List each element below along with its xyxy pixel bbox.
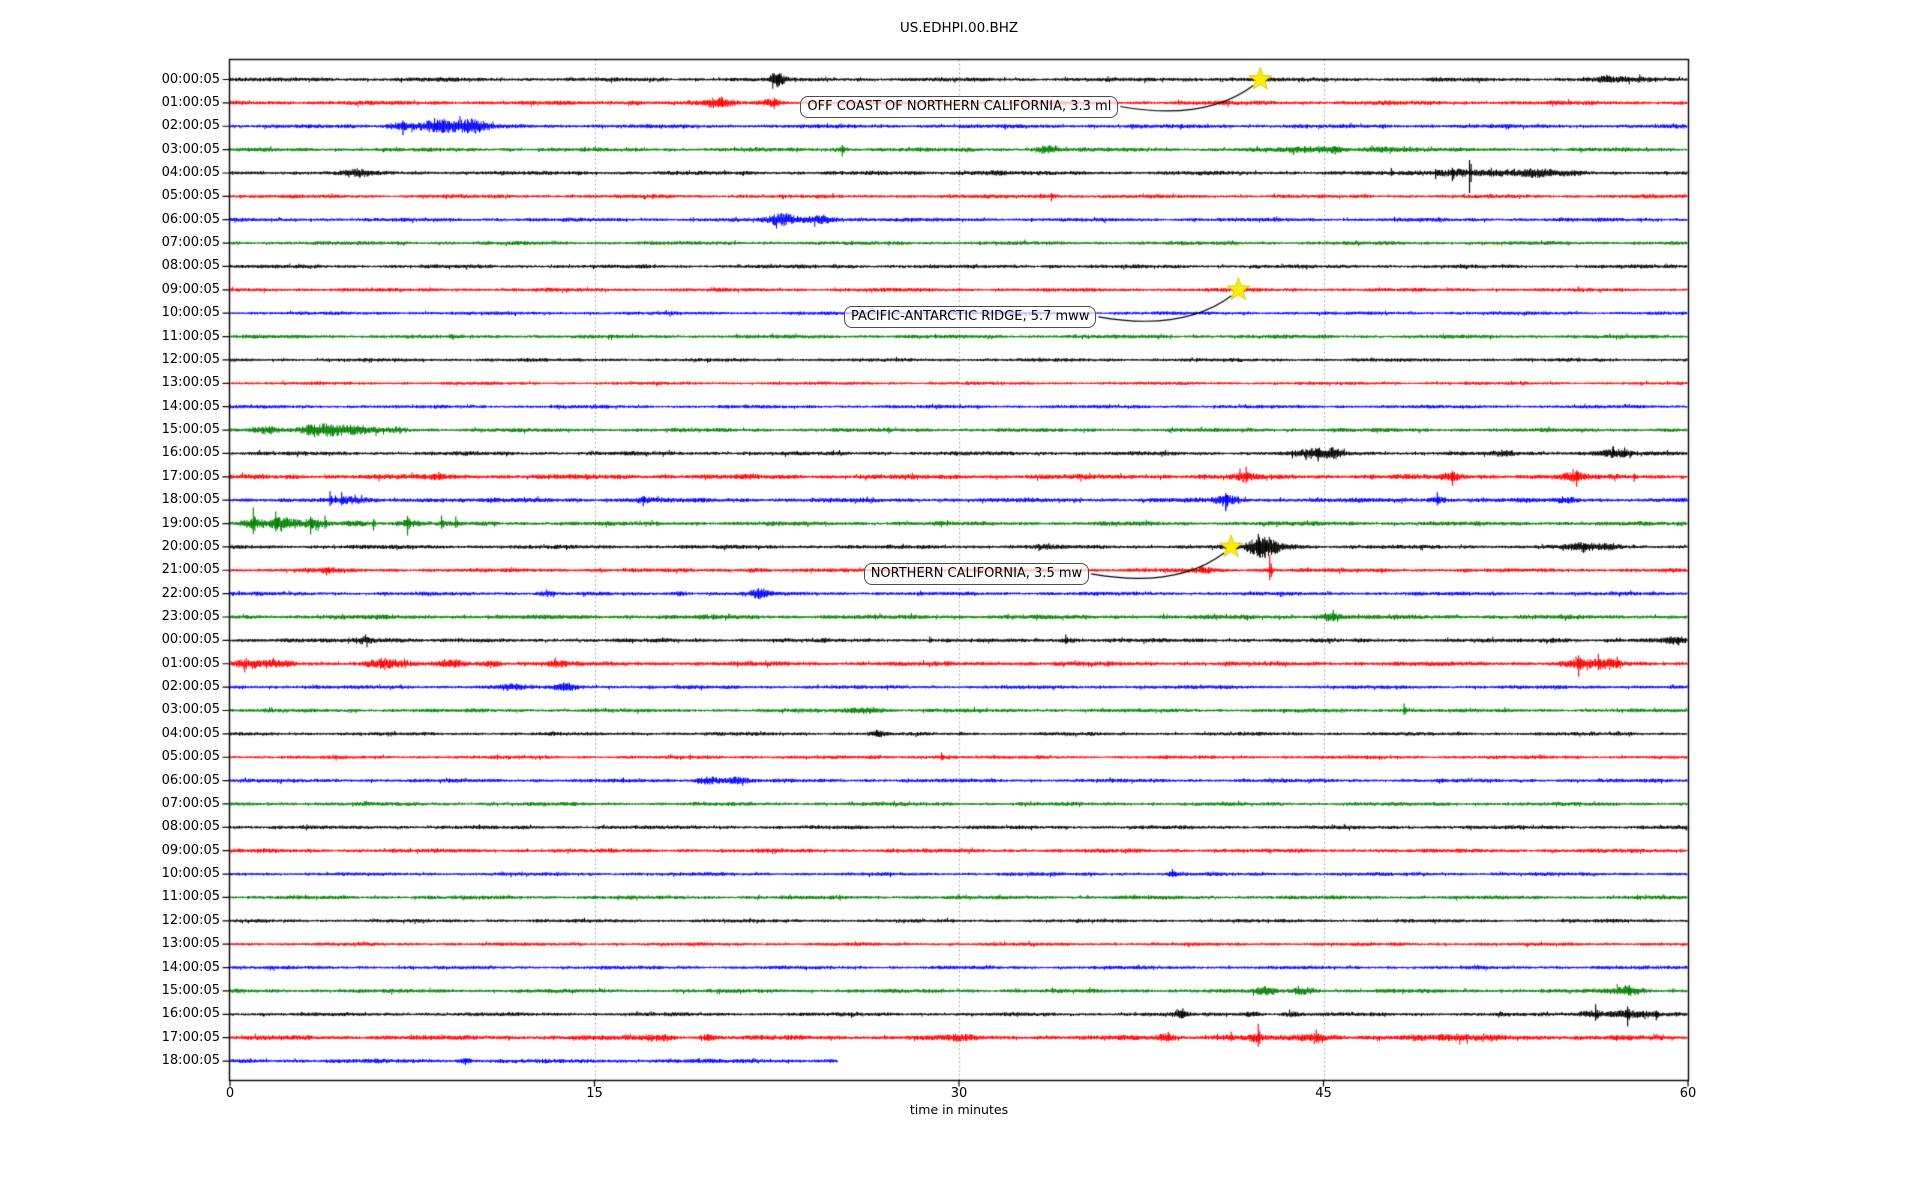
y-tick-label: 09:00:05 bbox=[161, 842, 220, 858]
y-tick-label: 07:00:05 bbox=[161, 795, 220, 811]
y-tick-label: 12:00:05 bbox=[161, 351, 220, 367]
y-tick-label: 13:00:05 bbox=[161, 936, 220, 952]
y-tick-label: 06:00:05 bbox=[161, 211, 220, 227]
y-tick-label: 20:00:05 bbox=[161, 538, 220, 554]
y-tick-label: 02:00:05 bbox=[161, 118, 220, 134]
y-tick-label: 04:00:05 bbox=[161, 164, 220, 180]
y-tick-label: 08:00:05 bbox=[161, 258, 220, 274]
y-tick-label: 00:00:05 bbox=[161, 632, 220, 648]
y-tick-label: 10:00:05 bbox=[161, 866, 220, 882]
y-tick-label: 13:00:05 bbox=[161, 375, 220, 391]
y-tick-label: 21:00:05 bbox=[161, 562, 220, 578]
event-annotation-pacific-antarctic-ridge: PACIFIC-ANTARCTIC RIDGE, 5.7 mww bbox=[844, 305, 1097, 328]
x-tick-label: 15 bbox=[586, 1086, 603, 1101]
y-tick-label: 11:00:05 bbox=[161, 328, 220, 344]
x-tick-label: 0 bbox=[225, 1086, 235, 1101]
y-tick-label: 10:00:05 bbox=[161, 305, 220, 321]
plot-title: US.EDHPI.00.BHZ bbox=[899, 20, 1019, 36]
y-tick-label: 19:00:05 bbox=[161, 515, 220, 531]
y-tick-label: 16:00:05 bbox=[161, 1006, 220, 1022]
y-tick-label: 22:00:05 bbox=[161, 585, 220, 601]
y-tick-label: 01:00:05 bbox=[161, 94, 220, 110]
y-tick-label: 05:00:05 bbox=[161, 749, 220, 765]
event-annotation-northern-california: NORTHERN CALIFORNIA, 3.5 mw bbox=[863, 562, 1090, 585]
y-tick-label: 23:00:05 bbox=[161, 609, 220, 624]
y-tick-label: 11:00:05 bbox=[161, 889, 220, 905]
y-tick-label: 05:00:05 bbox=[161, 188, 220, 204]
x-tick-label: 45 bbox=[1315, 1086, 1332, 1101]
y-tick-label: 15:00:05 bbox=[161, 422, 220, 438]
y-tick-label: 04:00:05 bbox=[161, 725, 220, 741]
y-tick-label: 18:00:05 bbox=[161, 1053, 220, 1069]
y-tick-label: 03:00:05 bbox=[161, 141, 220, 157]
y-tick-label: 15:00:05 bbox=[161, 982, 220, 998]
x-axis-label: time in minutes bbox=[909, 1102, 1009, 1117]
y-tick-label: 14:00:05 bbox=[161, 398, 220, 414]
y-tick-label: 02:00:05 bbox=[161, 679, 220, 695]
y-tick-label: 03:00:05 bbox=[161, 702, 220, 718]
x-tick-label: 30 bbox=[950, 1086, 968, 1101]
y-tick-label: 06:00:05 bbox=[161, 772, 220, 788]
y-tick-label: 08:00:05 bbox=[161, 819, 220, 835]
y-tick-label: 09:00:05 bbox=[161, 281, 220, 297]
y-tick-label: 00:00:05 bbox=[161, 71, 220, 87]
y-tick-label: 18:00:05 bbox=[161, 492, 220, 508]
y-tick-label: 12:00:05 bbox=[161, 912, 220, 928]
y-tick-label: 17:00:05 bbox=[161, 468, 220, 484]
y-tick-label: 07:00:05 bbox=[161, 235, 220, 251]
y-tick-label: 17:00:05 bbox=[161, 1029, 220, 1045]
y-tick-label: 16:00:05 bbox=[161, 445, 220, 461]
y-tick-label: 14:00:05 bbox=[161, 959, 220, 975]
y-tick-label: 01:00:05 bbox=[161, 655, 220, 671]
x-tick-label: 60 bbox=[1679, 1086, 1697, 1101]
event-annotation-off-coast-northern-california: OFF COAST OF NORTHERN CALIFORNIA, 3.3 ml bbox=[800, 95, 1119, 118]
